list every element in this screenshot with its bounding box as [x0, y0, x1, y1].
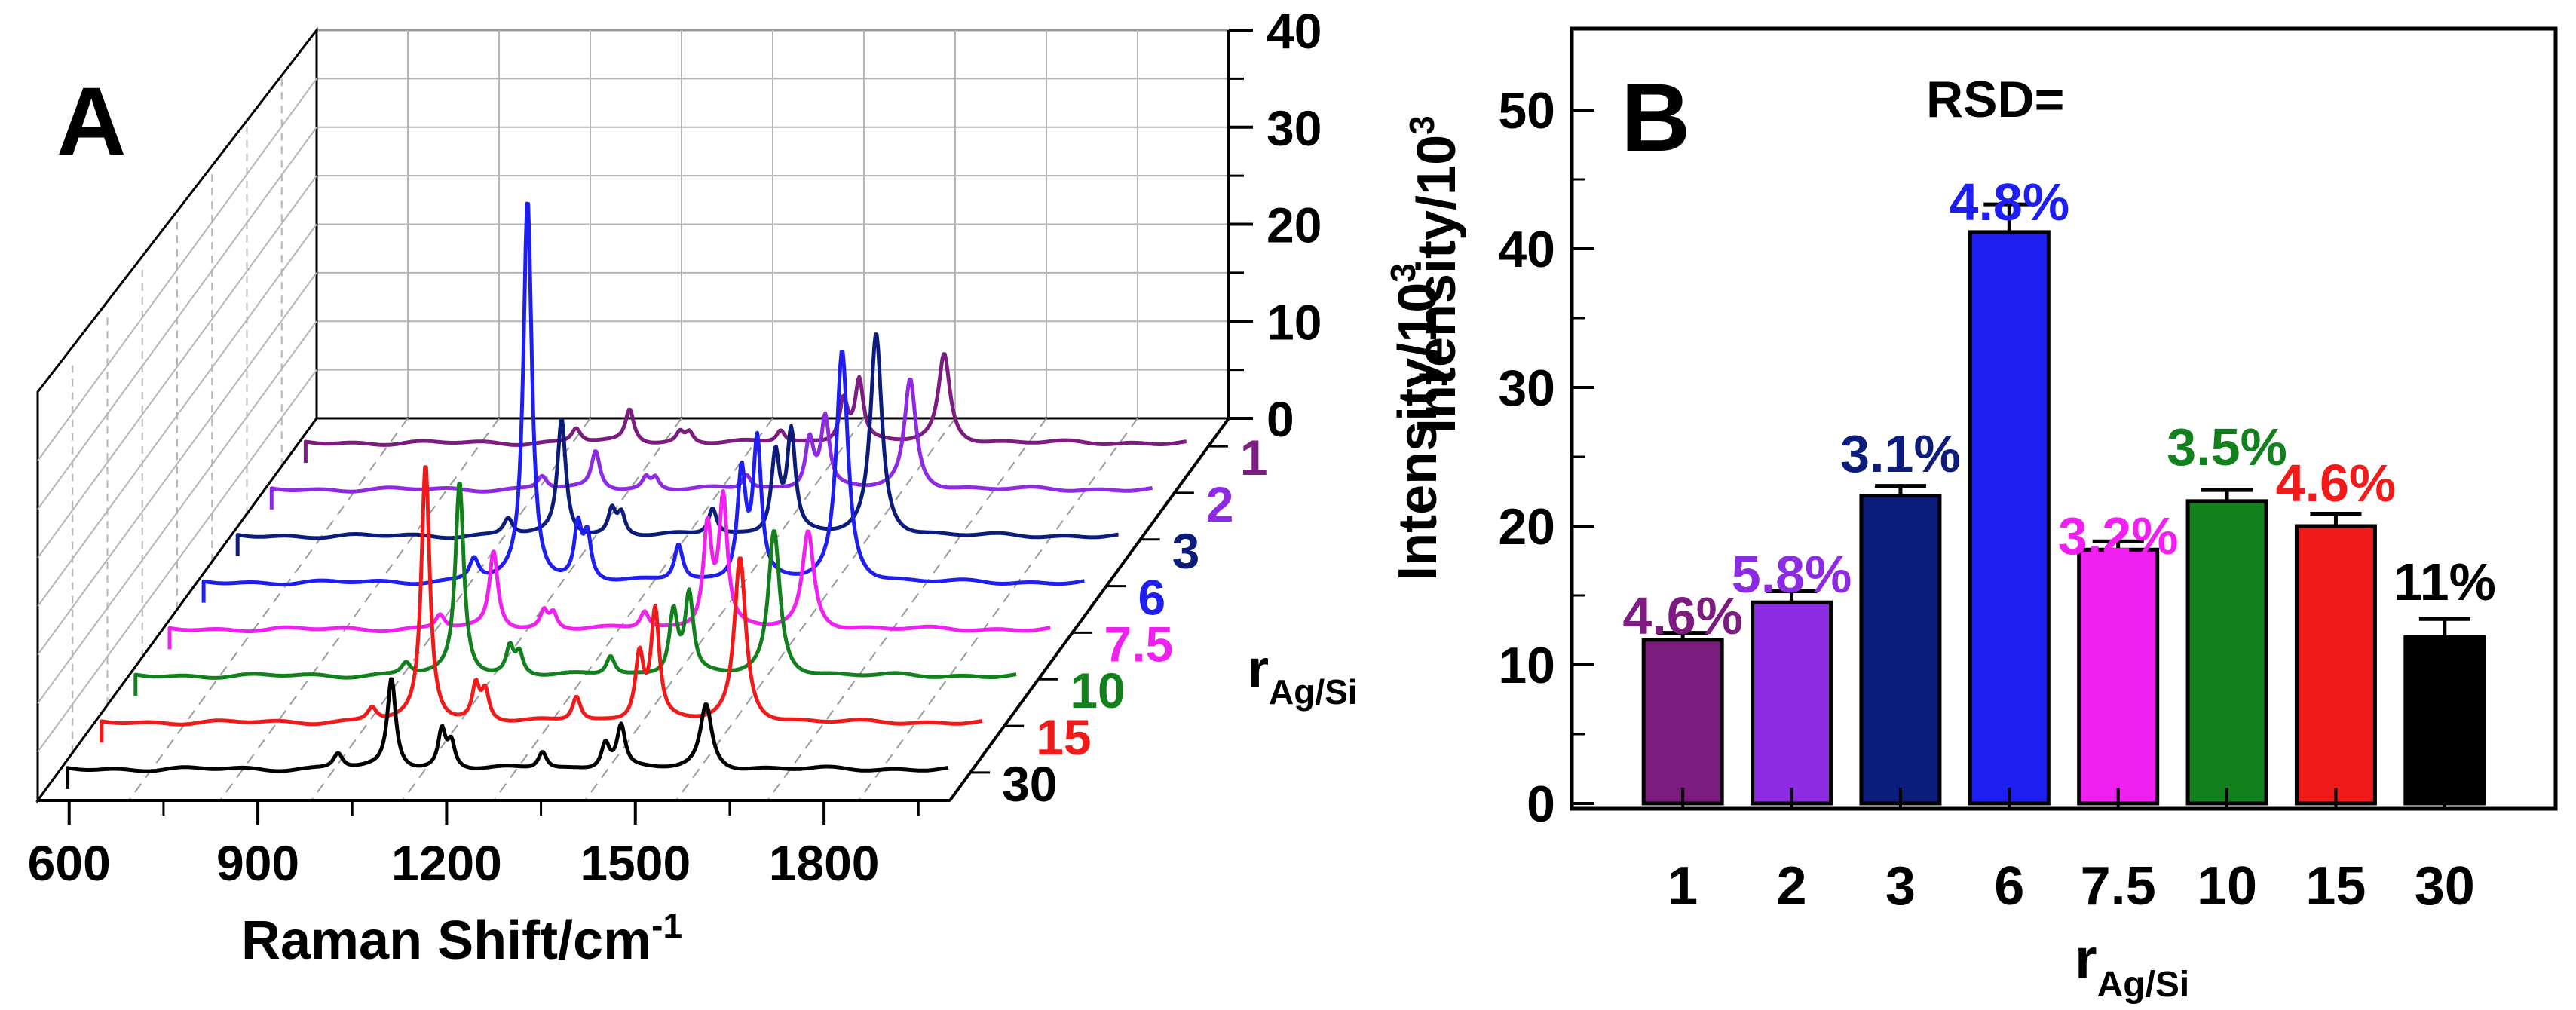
- floor-grid-line: [493, 418, 773, 801]
- x-tick-label: 30: [2415, 856, 2475, 917]
- depth-tick-label: 15: [1036, 709, 1091, 765]
- rsd-label-30: 11%: [2394, 552, 2496, 611]
- floor-grid-line: [675, 418, 956, 801]
- depth-tick-label: 3: [1172, 523, 1200, 579]
- panel-b-label: B: [1621, 64, 1690, 172]
- x-tick-label: 15: [2305, 856, 2366, 917]
- spectrum-line-30: [66, 677, 949, 789]
- rsd-label-1: 4.6%: [1622, 586, 1743, 645]
- bars: 4.6%5.8%3.1%4.8%3.2%3.5%4.6%11%: [1622, 173, 2496, 806]
- floor-grid-line: [128, 418, 409, 801]
- x-tick-label: 600: [28, 835, 111, 891]
- bar-6: [1968, 230, 2051, 806]
- z-axis-title: Intensity/103: [1402, 115, 1467, 433]
- y-tick-label: 0: [1527, 776, 1555, 833]
- depth-tick-label: 7.5: [1104, 616, 1173, 672]
- spectrum-line-15: [100, 465, 983, 743]
- x-tick-label: 1500: [580, 835, 691, 891]
- depth-tick-label: 10: [1070, 663, 1125, 718]
- rsd-label-15: 4.6%: [2276, 454, 2397, 513]
- x-axis-ticks: 1 2 3 6 7.5 10 15 30: [1668, 788, 2475, 917]
- x-tick-label: 1200: [391, 835, 502, 891]
- x-axis-title: Raman Shift/cm-1: [241, 906, 682, 971]
- x-axis-title: rAg/Si: [2075, 927, 2189, 1005]
- rsd-label-3: 3.1%: [1840, 424, 1961, 483]
- floor-grid-line: [584, 418, 865, 801]
- depth-tick-label: 1: [1240, 430, 1268, 485]
- spectrum-line-1: [303, 352, 1187, 464]
- x-tick-label: 10: [2197, 856, 2257, 917]
- z-tick-label: 0: [1267, 391, 1294, 447]
- y-tick-label: 10: [1498, 637, 1555, 694]
- depth-axis-title: rAg/Si: [1248, 639, 1358, 712]
- depth-tick-label: 6: [1138, 570, 1166, 626]
- bar-30: [2403, 635, 2486, 806]
- rsd-label-10: 3.5%: [2167, 418, 2287, 476]
- spectrum-line-2: [269, 377, 1153, 510]
- bar-10: [2185, 499, 2268, 806]
- z-tick-label: 30: [1267, 100, 1322, 156]
- z-tick-label: 20: [1267, 197, 1322, 253]
- side-wall-grid: [37, 78, 317, 753]
- side-grid-line: [37, 272, 317, 656]
- y-tick-label: 30: [1498, 360, 1555, 417]
- rsd-label-7.5: 3.2%: [2058, 507, 2179, 565]
- z-tick-label: 40: [1267, 3, 1322, 59]
- x-tick-label: 7.5: [2081, 856, 2156, 917]
- back-wall-grid: [317, 30, 1229, 418]
- x-tick-label: 1800: [769, 835, 880, 891]
- bar-3: [1859, 494, 1942, 806]
- y-tick-label: 40: [1498, 221, 1555, 278]
- depth-tick-label: 2: [1206, 476, 1234, 532]
- x-tick-label: 2: [1777, 856, 1807, 917]
- floor-grid-line: [767, 418, 1047, 801]
- x-axis-ticks: 600 900 1200 1500 1800: [28, 800, 920, 891]
- spectrum-line-3: [235, 332, 1120, 556]
- panel-a-label: A: [57, 68, 126, 176]
- x-tick-label: 900: [216, 835, 299, 891]
- spectrum-line-7.5: [167, 488, 1052, 650]
- z-axis-ticks: 0 10 20 30 40: [1229, 3, 1322, 447]
- y-tick-label: 50: [1498, 82, 1555, 139]
- bar-1: [1641, 638, 1724, 806]
- rsd-annotation: RSD=: [1926, 71, 2064, 128]
- spectrum-line-10: [133, 482, 1017, 696]
- side-grid-line: [37, 369, 317, 753]
- bar-2: [1751, 600, 1833, 806]
- x-tick-label: 1: [1668, 856, 1698, 917]
- z-tick-label: 10: [1267, 294, 1322, 350]
- floor-grid: [128, 418, 1138, 801]
- depth-axis-line: [948, 417, 1230, 802]
- x-tick-label: 3: [1885, 856, 1916, 917]
- rsd-label-6: 4.8%: [1950, 173, 2070, 231]
- bar-7.5: [2077, 547, 2160, 806]
- y-tick-label: 20: [1498, 498, 1555, 556]
- y-axis-title: Intensity/103: [1383, 263, 1448, 581]
- depth-tick-label: 30: [1002, 756, 1057, 812]
- side-grid-line: [37, 175, 317, 559]
- x-tick-label: 6: [1994, 856, 2024, 917]
- floor-grid-line: [219, 418, 500, 801]
- rsd-label-2: 5.8%: [1732, 545, 1852, 604]
- spectrum-line-6: [201, 201, 1086, 603]
- y-axis-ticks: 0 10 20 30 40 50: [1498, 82, 1594, 833]
- spectra-series: [66, 201, 1187, 789]
- floor-grid-line: [858, 418, 1138, 801]
- plot-frame: [1570, 26, 2558, 811]
- bar-15: [2294, 524, 2377, 806]
